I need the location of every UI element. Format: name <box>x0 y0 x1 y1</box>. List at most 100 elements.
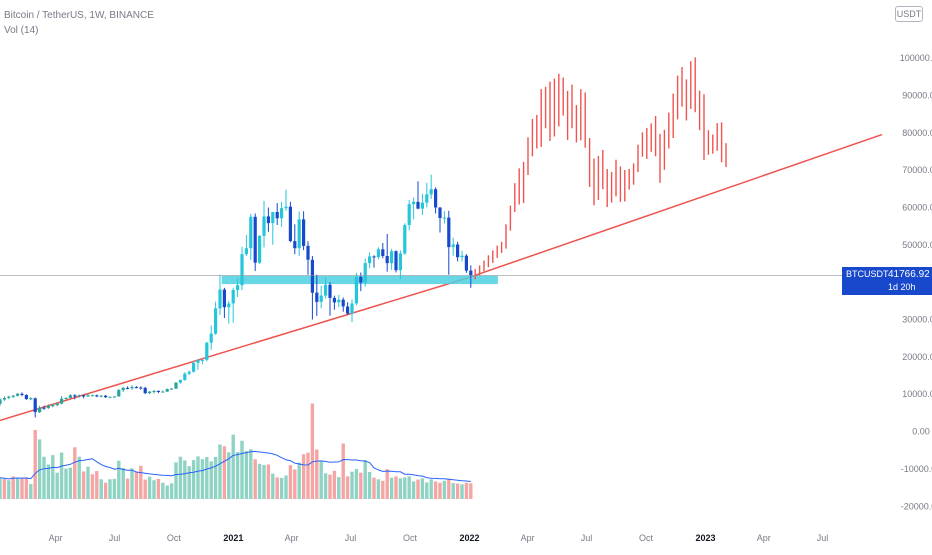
volume-bar <box>103 482 108 499</box>
volume-bar <box>205 457 209 499</box>
candle <box>143 386 147 395</box>
volume-bar <box>37 439 42 499</box>
volume-bar <box>143 479 147 499</box>
volume-bar <box>447 478 451 499</box>
volume-bar <box>24 477 29 499</box>
candle <box>165 388 169 392</box>
candle <box>90 394 94 397</box>
volume-indicator-label[interactable]: Vol (14) <box>4 25 39 36</box>
candle <box>209 325 213 350</box>
candle <box>429 174 433 199</box>
volume-bar <box>359 472 363 499</box>
volume-bar <box>262 465 266 499</box>
volume-bar <box>328 474 332 499</box>
volume-bar <box>332 470 337 499</box>
candle <box>170 387 174 390</box>
y-tick-label: 20000.00 <box>902 352 932 362</box>
volume-bar <box>271 473 275 499</box>
candle <box>192 361 196 373</box>
volume-bar <box>222 446 227 499</box>
candle <box>178 379 182 384</box>
volume-bar <box>403 477 407 499</box>
candle <box>104 395 108 398</box>
candle <box>130 385 134 390</box>
volume-bar <box>363 460 367 499</box>
volume-bar <box>372 477 376 499</box>
candle <box>86 393 90 397</box>
candle <box>266 207 270 232</box>
volume-bar <box>407 476 411 499</box>
candle <box>161 390 165 393</box>
x-tick-label: Apr <box>757 533 771 543</box>
x-tick-label: Apr <box>521 533 535 543</box>
volume-bar <box>108 479 112 499</box>
x-tick-label: Oct <box>403 533 418 543</box>
candle-layer <box>0 174 473 418</box>
volume-bar <box>112 478 117 499</box>
candle <box>280 201 284 227</box>
time-axis[interactable]: Apr Jul Oct 2021 Apr Jul Oct 2022 Apr Jul Oct 2023 A… <box>49 533 829 543</box>
volume-bar <box>451 483 455 499</box>
candle <box>174 382 178 389</box>
candle <box>11 395 15 398</box>
candle <box>73 394 77 400</box>
last-price-tag: BTCUSDT 41766.92 1d 20h <box>842 267 932 295</box>
volume-bar <box>165 485 169 499</box>
candle <box>108 396 112 398</box>
candle <box>95 394 99 398</box>
y-tick-label: 50000.00 <box>902 240 932 250</box>
volume-bar <box>350 471 354 499</box>
volume-bar <box>266 464 271 499</box>
y-tick-label: 90000.00 <box>902 90 932 100</box>
candle <box>420 193 424 215</box>
candle <box>381 243 385 259</box>
volume-bar <box>231 434 235 499</box>
candle <box>469 265 473 288</box>
price-tag-countdown: 1d 20h <box>888 282 916 292</box>
volume-bar <box>244 451 249 499</box>
price-axis[interactable]: 100000.00 90000.00 80000.00 70000.00 60000.0… <box>900 53 932 511</box>
currency-badge[interactable]: USDT <box>895 6 923 22</box>
candle <box>407 200 411 231</box>
candle <box>385 234 389 272</box>
volume-bar <box>275 477 279 499</box>
volume-bar <box>376 479 381 499</box>
volume-bar <box>139 465 143 499</box>
x-tick-label: 2022 <box>459 533 479 543</box>
volume-bar <box>253 459 257 499</box>
x-tick-label: Oct <box>639 533 654 543</box>
candle <box>293 224 297 255</box>
candle <box>42 405 46 410</box>
candle <box>218 274 222 315</box>
candle <box>341 297 345 312</box>
candle <box>297 211 301 256</box>
volume-bar <box>183 460 187 499</box>
volume-bar <box>81 471 86 499</box>
candle <box>451 237 455 256</box>
chart-title: Bitcoin / TetherUS, 1W, BINANCE <box>4 10 154 21</box>
projection-layer <box>474 57 727 280</box>
candle <box>231 287 235 323</box>
volume-bar <box>284 475 288 499</box>
candle <box>139 386 143 390</box>
candle <box>271 212 275 245</box>
y-tick-label: 0.00 <box>912 427 930 437</box>
candle <box>152 390 156 394</box>
candle <box>390 248 394 270</box>
candle <box>363 258 367 287</box>
candle <box>412 197 416 220</box>
x-tick-label: 2023 <box>695 533 715 543</box>
volume-bar <box>425 482 429 499</box>
price-tag-symbol: BTCUSDT <box>846 269 889 279</box>
candle <box>324 277 328 299</box>
volume-bar <box>68 467 73 499</box>
volume-bar <box>174 462 178 499</box>
volume-bar <box>42 456 46 499</box>
volume-bar <box>429 479 433 499</box>
volume-bar <box>178 456 183 499</box>
volume-bar <box>442 480 447 499</box>
candle <box>236 278 240 298</box>
volume-bar <box>2 478 7 499</box>
